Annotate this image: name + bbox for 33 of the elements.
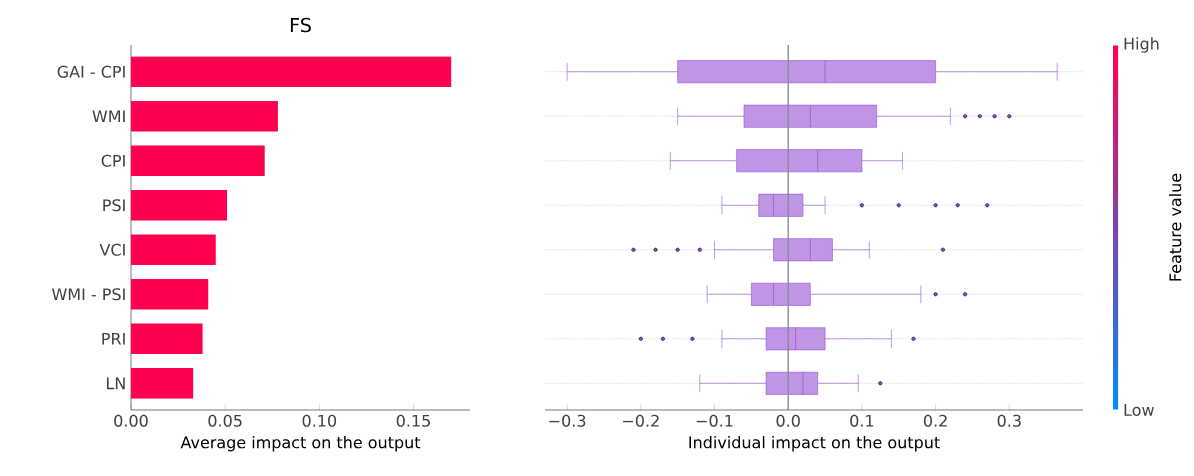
y-tick-label: WMI [92, 110, 125, 123]
x-tick-label: 0.2 [923, 414, 947, 427]
x-tick-label: −0.1 [696, 414, 733, 427]
y-tick-label: LN [106, 377, 125, 390]
bar [131, 145, 265, 177]
x-tick-label: 0.0 [776, 414, 800, 427]
x-tick-label: 0.1 [850, 414, 874, 427]
bar [131, 367, 194, 399]
bar [131, 323, 203, 355]
y-tick-label: GAI - CPI [57, 65, 125, 78]
bar [131, 234, 216, 266]
bar [131, 189, 228, 221]
y-tick-label: PSI [103, 199, 125, 212]
x-tick-label: −0.3 [549, 414, 586, 427]
y-tick-label: WMI - PSI [52, 288, 125, 301]
x-tick-label: 0.3 [997, 414, 1021, 427]
x-tick-label: 0.05 [208, 414, 242, 427]
color-bar-label: Low [1124, 404, 1154, 416]
x-tick-label: 0.10 [302, 414, 337, 427]
x-tick-label: 0.15 [396, 414, 430, 427]
color-bar-title: Feature value [1168, 173, 1182, 281]
bar [131, 278, 209, 310]
x-tick-label: −0.2 [623, 414, 659, 427]
x-tick-label: 0.00 [114, 414, 148, 427]
bar [131, 56, 452, 88]
chart-title: FS [290, 17, 311, 33]
bar [131, 100, 278, 132]
color-bar-label: High [1124, 37, 1159, 53]
y-tick-label: PRI [102, 332, 125, 345]
y-tick-label: CPI [101, 154, 125, 167]
x-axis-title: Average impact on the output [180, 435, 421, 452]
y-tick-label: VCI [99, 243, 125, 256]
x-axis-title: Individual impact on the output [689, 435, 940, 452]
